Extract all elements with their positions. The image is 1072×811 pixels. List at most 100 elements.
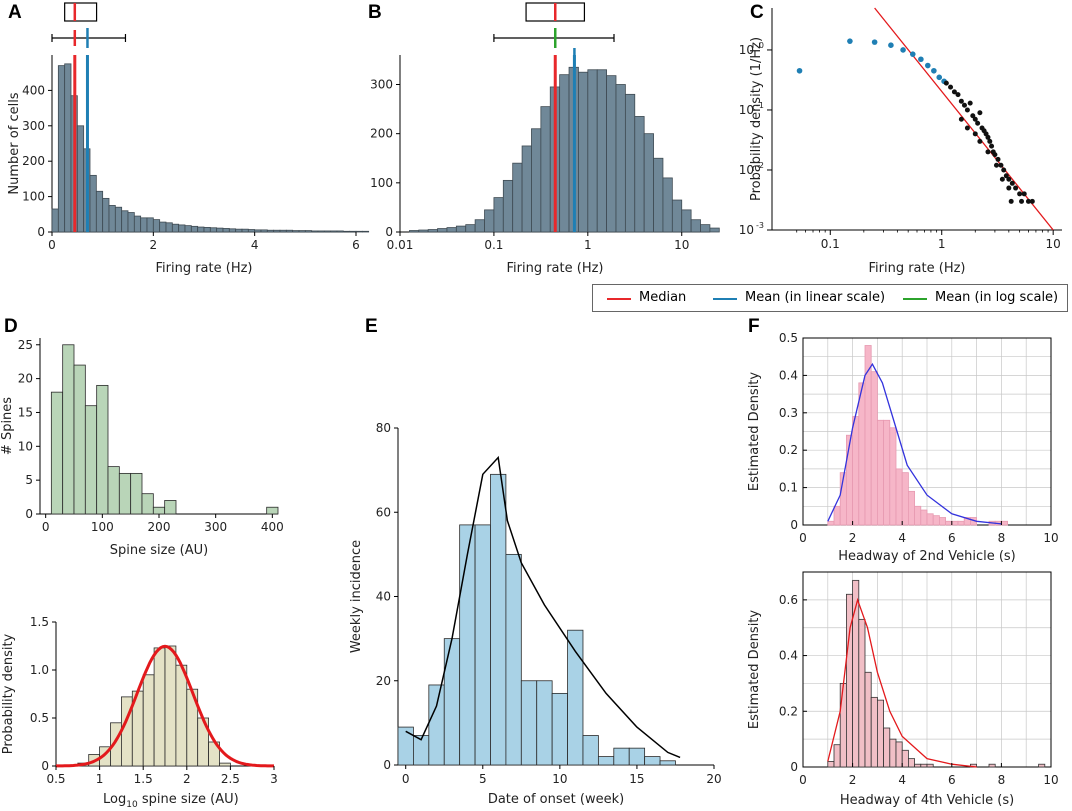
f-bar: [883, 727, 891, 768]
a-bar: [304, 230, 313, 233]
d-top-y-tick-label: 0: [25, 507, 33, 521]
e-bar: [582, 735, 599, 766]
a-bar: [102, 197, 110, 233]
e-bar: [520, 680, 538, 766]
d-top-x-label: Spine size (AU): [110, 543, 208, 558]
a-bar: [323, 230, 332, 233]
legend-swatch-mean-linear: [713, 298, 737, 300]
a-bar: [317, 230, 325, 233]
c-point-black: [987, 138, 993, 144]
c-point-black: [989, 143, 995, 149]
a-bar: [152, 219, 161, 233]
b-x-tick-label: 0.1: [484, 238, 503, 252]
f-bar: [926, 513, 934, 526]
b-bar: [662, 177, 673, 233]
f-top-x-tick-label: 0: [799, 531, 807, 545]
e-bar: [536, 680, 553, 766]
a-bar: [241, 228, 249, 233]
e-y-tick-label: 60: [376, 505, 391, 519]
a-bar: [159, 221, 167, 233]
a-bar: [235, 228, 243, 233]
e-x-tick-label: 15: [629, 772, 644, 786]
f-bar: [827, 761, 835, 768]
f-bar: [864, 345, 872, 526]
legend-swatch-median: [607, 298, 631, 300]
b-bar: [465, 224, 476, 233]
a-bar: [336, 230, 344, 233]
a-x-tick-label: 4: [251, 238, 259, 252]
c-point-black: [1006, 176, 1012, 182]
f-top-y-tick-label: 0.3: [779, 406, 798, 420]
a-x-tick-label: 6: [352, 238, 360, 252]
b-y-tick-label: 100: [370, 176, 393, 190]
a-bar: [228, 228, 237, 233]
d-bot-bar: [153, 647, 166, 767]
e-bar: [613, 747, 630, 766]
e-y-label: Weekly incidence: [349, 540, 364, 653]
f-top-x-tick-label: 6: [948, 531, 956, 545]
b-bar: [671, 199, 683, 233]
e-x-tick-label: 0: [402, 772, 410, 786]
c-point-black: [1029, 198, 1035, 204]
e-y-tick-label: 20: [376, 674, 391, 688]
d-top-x-tick-label: 0: [42, 520, 50, 534]
c-point-black: [1009, 180, 1015, 186]
a-bar: [247, 229, 256, 233]
panel-label-b: B: [368, 2, 382, 23]
f-bar: [839, 683, 847, 768]
c-point-black: [1001, 167, 1007, 173]
f-top-fit-curve: [827, 362, 1002, 525]
d-bot-y-label: Probability density: [1, 633, 16, 754]
a-y-label: Number of cells: [7, 92, 22, 194]
d-top-bar: [266, 506, 279, 515]
d-bot-y-tick-label: 0.5: [30, 711, 49, 725]
b-bar: [615, 84, 626, 233]
a-bar: [209, 227, 218, 233]
b-bar: [653, 157, 664, 233]
c-point-blue: [909, 51, 916, 57]
b-bar: [493, 197, 504, 233]
d-top-bar: [152, 506, 166, 515]
b-bar: [681, 209, 692, 233]
b-bar: [634, 116, 645, 233]
c-point-black: [948, 84, 954, 90]
f-bar: [833, 505, 841, 526]
a-box: [64, 2, 98, 22]
f-bar: [883, 419, 891, 526]
c-point-black: [943, 80, 949, 86]
legend-label-median: Median: [639, 290, 687, 305]
d-top-bar: [107, 466, 120, 515]
d-bot-x-tick-label: 1.5: [134, 772, 153, 786]
f-bar: [1038, 763, 1046, 768]
a-bar: [190, 225, 199, 233]
f-bar: [833, 744, 841, 768]
a-bar: [203, 226, 211, 233]
f-bar: [932, 515, 940, 526]
d-top-bar: [141, 493, 154, 515]
c-point-black: [1021, 191, 1027, 197]
e-bar: [567, 629, 584, 766]
c-point-black: [993, 162, 999, 168]
a-bar: [184, 225, 192, 233]
a-bar: [89, 174, 97, 233]
f-bar: [914, 505, 922, 526]
c-point-black: [1006, 185, 1012, 191]
a-y-tick-label: 400: [22, 83, 45, 97]
a-bar: [121, 210, 129, 233]
d-bot-normal-fit: [56, 644, 274, 768]
f-top-x-tick-label: 4: [898, 531, 906, 545]
c-point-black: [975, 120, 981, 126]
e-bar: [597, 756, 615, 766]
a-bar: [292, 230, 300, 233]
e-x-label: Date of onset (week): [488, 792, 624, 807]
d-top-x-tick-label: 400: [261, 520, 284, 534]
f-bar: [870, 371, 878, 526]
c-point-black: [951, 89, 957, 95]
f-top-x-tick-label: 2: [849, 531, 857, 545]
d-top-y-tick-label: 5: [25, 473, 33, 487]
a-bar: [197, 226, 205, 233]
c-y-tick-label: 10: [739, 163, 754, 177]
a-y-tick-label: 100: [22, 190, 45, 204]
e-fit-curve: [405, 455, 681, 759]
a-bar: [361, 230, 370, 233]
